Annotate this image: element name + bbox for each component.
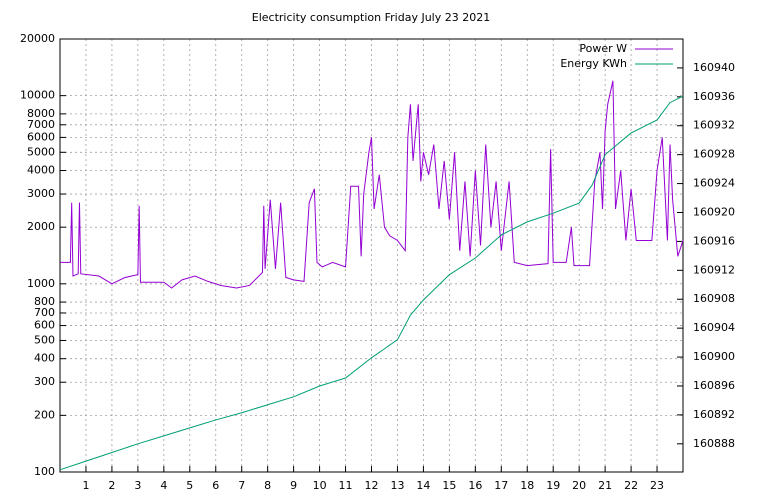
y2-tick-label: 160920 — [693, 205, 735, 218]
y-tick-label: 1000 — [27, 277, 55, 290]
y2-tick-label: 160896 — [693, 379, 735, 392]
x-tick-label: 14 — [416, 479, 430, 492]
plot-frame — [59, 38, 684, 473]
x-tick-label: 23 — [650, 479, 664, 492]
data-line — [59, 95, 684, 471]
y2-tick-label: 160924 — [693, 177, 735, 190]
y-tick-label: 500 — [34, 333, 55, 346]
x-tick-label: 2 — [108, 479, 115, 492]
y-tick-label: 8000 — [27, 107, 55, 120]
y2-tick-label: 160940 — [693, 61, 735, 74]
x-tick-label: 3 — [134, 479, 141, 492]
y-tick-label: 5000 — [27, 145, 55, 158]
x-tick-label: 22 — [624, 479, 638, 492]
x-tick-label: 18 — [520, 479, 534, 492]
y-tick-label: 2000 — [27, 220, 55, 233]
x-tick-label: 20 — [572, 479, 586, 492]
y2-tick-label: 160904 — [693, 321, 735, 334]
y2-tick-label: 160888 — [693, 437, 735, 450]
y-tick-label: 20000 — [20, 32, 55, 45]
data-line — [60, 80, 684, 289]
x-tick-label: 12 — [365, 479, 379, 492]
y-tick-label: 800 — [34, 295, 55, 308]
y-tick-label: 3000 — [27, 187, 55, 200]
x-tick-label: 11 — [339, 479, 353, 492]
x-tick-label: 5 — [186, 479, 193, 492]
y-tick-label: 100 — [34, 465, 55, 478]
y-tick-label: 400 — [34, 352, 55, 365]
x-tick-label: 7 — [238, 479, 245, 492]
x-tick-label: 17 — [494, 479, 508, 492]
y-tick-label: 10000 — [20, 89, 55, 102]
x-tick-label: 10 — [313, 479, 327, 492]
y2-tick-label: 160928 — [693, 148, 735, 161]
y2-tick-label: 160900 — [693, 350, 735, 363]
y-tick-label: 4000 — [27, 164, 55, 177]
y2-tick-label: 160912 — [693, 263, 735, 276]
y-tick-label: 7000 — [27, 118, 55, 131]
x-tick-label: 6 — [212, 479, 219, 492]
x-tick-label: 16 — [468, 479, 482, 492]
legend-label: Power W — [579, 42, 627, 55]
y2-tick-label: 160892 — [693, 408, 735, 421]
x-tick-label: 1 — [82, 479, 89, 492]
y-tick-label: 300 — [34, 375, 55, 388]
x-tick-label: 15 — [442, 479, 456, 492]
x-tick-label: 13 — [390, 479, 404, 492]
chart-title: Electricity consumption Friday July 23 2… — [252, 11, 490, 24]
x-tick-label: 21 — [598, 479, 612, 492]
y-tick-label: 6000 — [27, 130, 55, 143]
x-tick-label: 19 — [546, 479, 560, 492]
x-tick-label: 8 — [264, 479, 271, 492]
y-tick-label: 600 — [34, 319, 55, 332]
y2-tick-label: 160916 — [693, 234, 735, 247]
x-tick-label: 9 — [290, 479, 297, 492]
legend-label: Energy KWh — [560, 57, 627, 70]
y2-tick-label: 160936 — [693, 90, 735, 103]
y-tick-label: 200 — [34, 408, 55, 421]
y-tick-label: 700 — [34, 306, 55, 319]
y2-tick-label: 160932 — [693, 119, 735, 132]
y2-tick-label: 160908 — [693, 292, 735, 305]
x-tick-label: 4 — [160, 479, 167, 492]
